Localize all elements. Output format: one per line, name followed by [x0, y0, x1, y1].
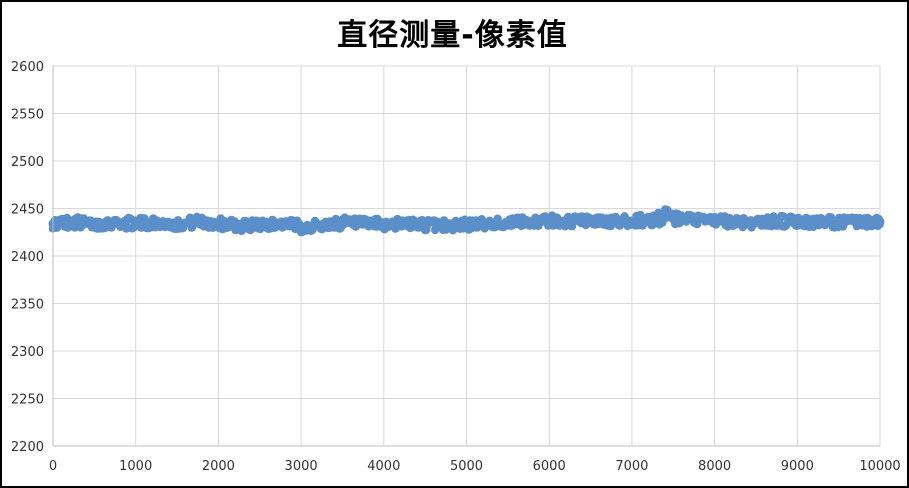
x-tick-label: 1000	[119, 459, 152, 474]
data-point	[69, 217, 79, 227]
data-point	[565, 217, 575, 227]
y-tick-label: 2400	[11, 250, 44, 265]
data-point	[462, 220, 471, 230]
data-point	[875, 217, 885, 227]
x-tick-label: 5000	[450, 459, 483, 474]
data-point	[689, 215, 699, 225]
data-point	[441, 221, 451, 231]
data-point	[730, 217, 740, 227]
x-tick-label: 8000	[698, 459, 731, 474]
data-point	[172, 220, 182, 230]
data-point	[296, 222, 306, 232]
x-tick-label: 9000	[781, 459, 814, 474]
x-tick-label: 3000	[285, 459, 318, 474]
x-tick-labels: 0 1000 2000 3000 4000 5000 6000 7000 8000 9000 100…	[49, 459, 901, 474]
data-point	[606, 217, 616, 227]
data-point	[131, 219, 141, 229]
data-point	[524, 217, 534, 227]
data-point	[151, 218, 161, 228]
x-tick-label: 0	[49, 459, 57, 474]
y-tick-label: 2350	[11, 298, 44, 313]
y-tick-label: 2500	[11, 155, 44, 170]
data-point	[420, 220, 430, 230]
data-point	[660, 211, 670, 221]
data-point	[337, 218, 347, 228]
x-tick-label: 10000	[859, 459, 900, 474]
x-tick-label: 6000	[533, 459, 566, 474]
data-point	[358, 219, 368, 229]
y-tick-label: 2550	[11, 108, 44, 123]
y-tick-label: 2450	[11, 203, 44, 218]
y-tick-label: 2600	[11, 60, 44, 75]
data-point	[234, 221, 244, 231]
chart-grid	[52, 65, 881, 446]
data-point	[586, 216, 596, 226]
data-point	[317, 221, 327, 231]
data-point	[193, 217, 203, 227]
data-point	[275, 219, 285, 229]
data-point	[813, 218, 823, 228]
data-point	[503, 218, 513, 228]
data-point	[379, 220, 389, 230]
chart-axes	[52, 66, 880, 447]
y-tick-label: 2300	[11, 345, 44, 360]
y-tick-label: 2200	[11, 440, 44, 455]
x-tick-label: 7000	[615, 459, 648, 474]
data-point	[792, 217, 802, 227]
data-point	[110, 218, 120, 228]
data-point	[213, 219, 223, 229]
data-point	[399, 219, 409, 229]
x-tick-label: 4000	[367, 459, 400, 474]
y-tick-labels: 2200 2250 2300 2350 2400 2450 2500 2550 2600	[11, 60, 44, 455]
data-point	[255, 220, 265, 230]
data-point	[648, 215, 658, 225]
data-point	[89, 220, 99, 230]
data-point	[751, 218, 761, 228]
x-tick-label: 2000	[202, 459, 235, 474]
data-point	[834, 217, 844, 227]
data-point	[482, 219, 492, 229]
data-point	[627, 216, 637, 226]
data-point	[544, 216, 554, 226]
data-point	[772, 216, 782, 226]
chart-title: 直径测量-像素值	[337, 18, 568, 53]
data-point	[710, 216, 720, 226]
data-point	[668, 214, 678, 224]
y-tick-label: 2250	[11, 393, 44, 408]
data-point	[854, 218, 864, 228]
data-series	[48, 205, 885, 237]
